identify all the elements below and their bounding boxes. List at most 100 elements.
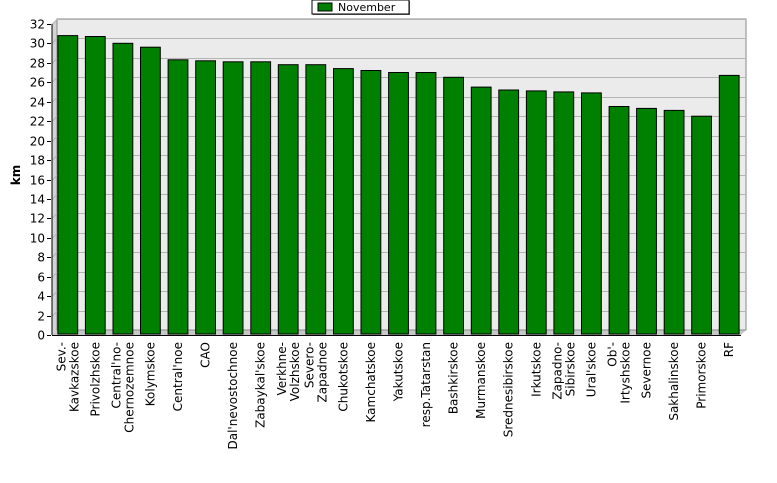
bar — [443, 76, 465, 335]
grid-line-depth — [51, 311, 58, 317]
x-tick-label-line: Yakutskoe — [392, 342, 406, 402]
grid-line-depth — [51, 58, 58, 64]
x-tick-label-line: Verkhne- — [275, 342, 289, 395]
x-tick-label-line: Dal'nevostochnoe — [226, 342, 240, 450]
x-tick-label: Primorskoe — [695, 342, 709, 409]
x-tick-label: Sakhalinskoe — [667, 342, 681, 421]
x-tick-label: Ob'- Irtyshskoe — [605, 342, 632, 404]
x-tick-label-line: Severo- — [302, 342, 316, 388]
bar — [581, 92, 602, 335]
x-tick-label-line: Ural'skoe — [584, 342, 598, 397]
x-tick-label-line: Zabaykal'skoe — [254, 342, 268, 428]
bar — [525, 90, 547, 335]
x-tick-label-line: Kamchatskoe — [364, 342, 378, 422]
x-tick-label-line: Primorskoe — [695, 342, 709, 409]
grid-line-depth — [51, 272, 58, 278]
x-tick-label: Sev.- Kavkazskoe — [54, 342, 81, 412]
x-tick-label-line: resp.Tatarstan — [419, 342, 433, 427]
bar — [167, 59, 189, 335]
y-tick-label: 12 — [30, 212, 45, 226]
y-tick-label: 6 — [37, 271, 45, 285]
x-tick-label-line: Bashkirskoe — [447, 342, 461, 414]
x-tick-label-line: Chernozemnoe — [122, 342, 136, 433]
grid-line-depth — [51, 38, 58, 44]
bar — [470, 86, 492, 335]
bar — [360, 70, 382, 335]
x-tick-label-line: Central'noe — [171, 342, 185, 411]
x-tick-label-line: Zapadno- — [550, 342, 564, 400]
grid-line-depth — [51, 77, 58, 83]
y-tick-label: 16 — [30, 174, 45, 188]
y-tick-label: 22 — [30, 115, 45, 129]
bar — [195, 60, 216, 335]
x-tick-label-line: Sev.- — [54, 342, 68, 371]
x-tick-label-line: Central'no- — [109, 342, 123, 409]
bar — [691, 115, 713, 335]
x-tick-label: Ural'skoe — [584, 342, 598, 397]
x-tick-label: Severnoe — [640, 342, 654, 399]
y-tick-label: 14 — [30, 193, 45, 207]
x-tick-label-line: Kolymskoe — [143, 342, 157, 406]
plot-left-wall — [52, 19, 57, 335]
x-tick-label-line: Kavkazskoe — [67, 342, 81, 412]
y-tick-label: 18 — [30, 154, 45, 168]
bar — [333, 68, 354, 335]
grid-line-depth — [51, 213, 58, 219]
legend-swatch — [317, 2, 333, 12]
x-tick-label-line: Sibirskoe — [563, 342, 577, 396]
x-tick-label: Privolzhskoe — [88, 342, 102, 416]
x-tick-label: Zapadno- Sibirskoe — [550, 342, 577, 400]
bar — [553, 91, 575, 335]
x-tick-label: Central'no-Chernozemnoe — [109, 342, 136, 433]
x-tick-label-line: CAO — [199, 342, 213, 368]
legend-label: November — [338, 1, 396, 14]
grid-line-depth — [51, 291, 58, 297]
x-tick-label: Zabaykal'skoe — [254, 342, 268, 428]
grid-line-depth — [51, 252, 58, 258]
x-tick-label-line: Srednesibirskoe — [502, 342, 516, 437]
x-tick-label: Srednesibirskoe — [502, 342, 516, 437]
bars — [57, 35, 740, 335]
grid-line-depth — [51, 19, 58, 25]
y-tick-label: 20 — [30, 135, 45, 149]
y-tick-label: 2 — [37, 310, 45, 324]
x-tick-label: Dal'nevostochnoe — [226, 342, 240, 450]
bar — [636, 107, 657, 335]
bar — [388, 72, 409, 335]
bar — [498, 89, 520, 335]
y-tick-label: 10 — [30, 232, 45, 246]
y-tick-label: 24 — [30, 96, 45, 110]
legend-box — [311, 0, 410, 15]
bar — [222, 61, 244, 335]
bar — [250, 61, 272, 335]
x-tick-label: Kamchatskoe — [364, 342, 378, 422]
x-tick-label-line: Irtyshskoe — [618, 342, 632, 404]
y-tick-label: 32 — [30, 18, 45, 32]
x-tick-label-line: Murmanskoe — [474, 342, 488, 419]
grid-line-depth — [51, 136, 58, 142]
grid-line-depth — [51, 194, 58, 200]
x-tick-label: CAO — [199, 342, 213, 368]
x-tick-label: Bashkirskoe — [447, 342, 461, 414]
bar — [608, 106, 630, 335]
y-tick-label: 26 — [30, 76, 45, 90]
bar — [277, 64, 299, 335]
bar — [112, 42, 134, 335]
bar — [415, 72, 437, 335]
x-tick-label-line: Ob'- — [605, 342, 619, 367]
x-tick-label-line: RF — [722, 342, 736, 357]
y-tick-label: 30 — [30, 37, 45, 51]
grid-line-depth — [51, 116, 58, 122]
x-tick-label: Kolymskoe — [143, 342, 157, 406]
x-tick-label-line: Sakhalinskoe — [667, 342, 681, 421]
y-tick-label: 8 — [37, 251, 45, 265]
x-tick-label: Murmanskoe — [474, 342, 488, 419]
x-tick-label-line: Volzhskoe — [288, 342, 302, 401]
y-tick-label: 28 — [30, 57, 45, 71]
x-tick-label-line: Chukotskoe — [336, 342, 350, 412]
x-tick-label-line: Zapadnoe — [315, 342, 329, 403]
x-tick-label: Yakutskoe — [392, 342, 406, 402]
